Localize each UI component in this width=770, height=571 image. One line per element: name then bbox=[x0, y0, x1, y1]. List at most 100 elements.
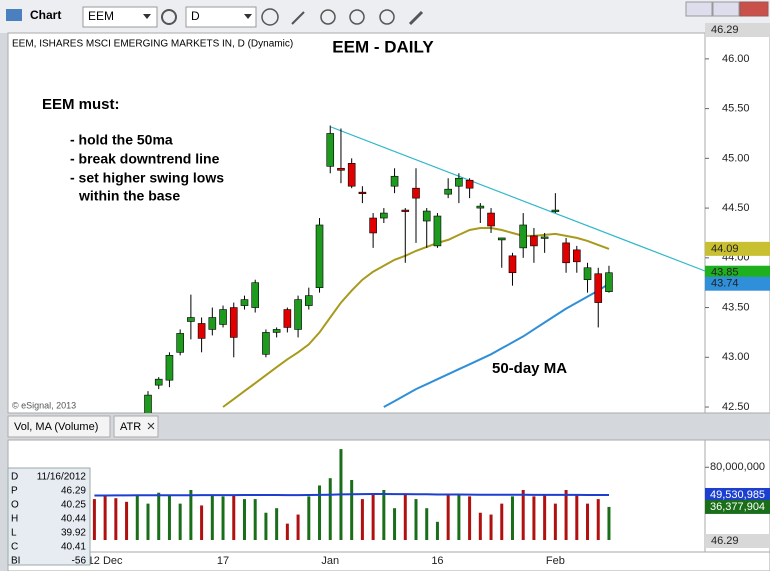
candle-body bbox=[197, 323, 206, 339]
candle-body bbox=[508, 255, 517, 274]
volume-bar bbox=[285, 523, 289, 540]
tag-icon[interactable] bbox=[408, 10, 424, 26]
candle-body bbox=[422, 210, 431, 222]
volume-bar bbox=[360, 499, 364, 540]
volume-marks bbox=[92, 449, 611, 540]
window-title: Chart bbox=[30, 8, 61, 22]
volume-bar bbox=[318, 485, 322, 540]
y-tick-label: 42.50 bbox=[722, 401, 750, 413]
price-badge-label: 46.29 bbox=[711, 24, 739, 36]
volume-bar bbox=[478, 512, 482, 540]
candle-body bbox=[572, 249, 581, 263]
volume-bar bbox=[328, 478, 332, 540]
volume-bar bbox=[564, 490, 568, 540]
data-window-key: BI bbox=[11, 556, 20, 567]
y-tick-label: 46.00 bbox=[722, 53, 750, 65]
data-window-value: 46.29 bbox=[61, 486, 86, 497]
volume-bar bbox=[264, 512, 268, 540]
tab-close[interactable] bbox=[147, 422, 155, 430]
candle-body bbox=[605, 272, 613, 292]
symbol-input[interactable] bbox=[82, 6, 158, 28]
volume-bar bbox=[468, 496, 472, 540]
curve-icon[interactable] bbox=[320, 9, 336, 25]
pen-icon[interactable] bbox=[291, 11, 305, 25]
overlay: 42.5043.0043.5044.0044.5045.0045.5046.00… bbox=[7, 23, 770, 567]
candle-body bbox=[476, 205, 485, 209]
play-icon[interactable] bbox=[349, 9, 365, 25]
volume-bar bbox=[200, 505, 204, 540]
y-tick-label: 43.50 bbox=[722, 301, 750, 313]
candle-body bbox=[465, 179, 474, 189]
volume-bar bbox=[350, 480, 354, 540]
y-tick-label: 43.00 bbox=[722, 351, 750, 363]
volume-badge bbox=[705, 499, 770, 514]
price-badge-label: 44.09 bbox=[711, 243, 739, 255]
y-tick-label: 45.50 bbox=[722, 103, 750, 115]
candle-body bbox=[530, 235, 538, 247]
candle-body bbox=[304, 295, 313, 306]
interval-input[interactable] bbox=[185, 6, 257, 28]
candle-body bbox=[497, 237, 506, 241]
price-axis bbox=[704, 32, 770, 414]
data-window-key: D bbox=[11, 472, 18, 483]
volume-bar bbox=[414, 499, 418, 540]
candle-body bbox=[337, 167, 345, 171]
volume-bar bbox=[532, 496, 536, 540]
volume-bar bbox=[446, 494, 450, 540]
annotation: - set higher swing lows bbox=[70, 170, 224, 186]
candle-body bbox=[272, 329, 281, 333]
data-window-value: 40.41 bbox=[61, 542, 86, 553]
candle-body bbox=[390, 175, 399, 187]
data-window-value: 40.44 bbox=[61, 514, 86, 525]
tab[interactable] bbox=[113, 415, 159, 438]
clock-icon[interactable] bbox=[261, 8, 279, 26]
volume-bar bbox=[189, 490, 193, 540]
alert-icon[interactable] bbox=[379, 9, 395, 25]
settings-icon[interactable] bbox=[161, 9, 177, 25]
volume-bar bbox=[167, 494, 171, 540]
maximize-button[interactable] bbox=[712, 1, 740, 17]
minimize-button[interactable] bbox=[685, 1, 713, 17]
volume-bar bbox=[135, 494, 139, 540]
price-badge-label: 43.74 bbox=[711, 278, 739, 290]
candle-body bbox=[594, 273, 603, 303]
data-window-key: H bbox=[11, 514, 18, 525]
volume-bar bbox=[457, 494, 461, 540]
corner-label: 46.29 bbox=[711, 535, 739, 547]
volume-bar bbox=[232, 494, 236, 540]
candle-body bbox=[347, 163, 356, 187]
volume-bar bbox=[210, 494, 214, 540]
volume-bar bbox=[296, 514, 300, 540]
volume-bar bbox=[242, 499, 246, 540]
candle-body bbox=[165, 355, 174, 381]
data-window-key: C bbox=[11, 542, 18, 553]
candle-body bbox=[208, 317, 217, 330]
volume-ma bbox=[94, 493, 609, 497]
data-window-value: -56 bbox=[72, 556, 87, 567]
volume-bar bbox=[403, 494, 407, 540]
tab-label: Vol, MA (Volume) bbox=[14, 421, 98, 433]
volume-bar bbox=[607, 506, 611, 540]
volume-bar bbox=[221, 496, 225, 540]
corner-badge bbox=[705, 534, 770, 548]
volume-bar bbox=[114, 498, 118, 540]
data-window-value: 40.25 bbox=[61, 500, 86, 511]
tab[interactable] bbox=[7, 415, 111, 438]
volume-bar bbox=[553, 503, 557, 540]
price-badge bbox=[705, 241, 770, 256]
volume-bar bbox=[92, 499, 96, 540]
close-button[interactable] bbox=[739, 1, 769, 17]
data-window bbox=[7, 467, 91, 566]
chart-title: EEM - DAILY bbox=[332, 37, 434, 56]
candle-body bbox=[455, 177, 463, 187]
volume-bar bbox=[425, 508, 429, 540]
x-tick-label: Feb bbox=[546, 555, 565, 567]
volume-badge bbox=[705, 487, 770, 502]
volume-bar bbox=[575, 494, 579, 540]
volume-badge-label: 49,530,985 bbox=[710, 489, 765, 501]
candle-body bbox=[154, 378, 163, 386]
candle-body bbox=[187, 317, 195, 322]
data-window-key: L bbox=[11, 528, 17, 539]
candle-body bbox=[229, 307, 238, 338]
volume-bar bbox=[489, 514, 493, 540]
